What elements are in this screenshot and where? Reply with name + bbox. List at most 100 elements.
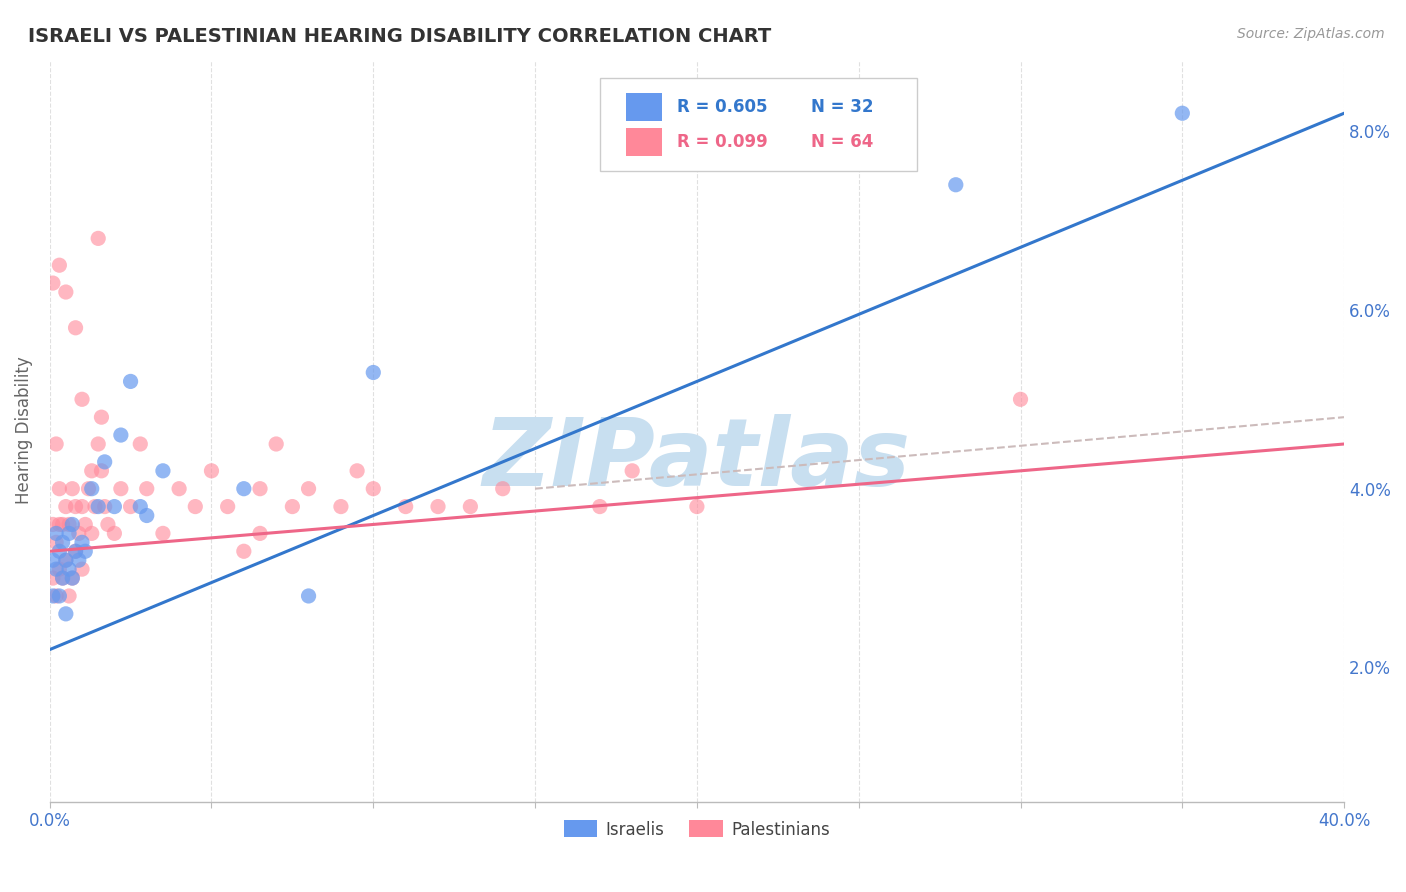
Point xyxy=(945,178,967,192)
Point xyxy=(97,517,120,532)
Point xyxy=(264,437,287,451)
Point xyxy=(87,437,110,451)
Point xyxy=(120,375,142,389)
FancyBboxPatch shape xyxy=(626,128,662,156)
Point xyxy=(492,482,515,496)
Point xyxy=(75,517,97,532)
Point xyxy=(75,544,97,558)
Point xyxy=(135,508,157,523)
Point xyxy=(93,500,115,514)
Point xyxy=(60,517,83,532)
Point xyxy=(80,482,103,496)
Point xyxy=(70,535,93,549)
Text: Source: ZipAtlas.com: Source: ZipAtlas.com xyxy=(1237,27,1385,41)
Point xyxy=(60,571,83,585)
Point xyxy=(395,500,418,514)
Point xyxy=(686,500,709,514)
FancyBboxPatch shape xyxy=(600,78,917,171)
FancyBboxPatch shape xyxy=(626,93,662,121)
Point xyxy=(232,544,254,558)
Point xyxy=(45,562,67,576)
Point xyxy=(460,500,482,514)
Point xyxy=(48,482,70,496)
Point xyxy=(45,589,67,603)
Point xyxy=(60,482,83,496)
Point xyxy=(87,231,110,245)
Point xyxy=(135,482,157,496)
Point xyxy=(249,482,271,496)
Point xyxy=(249,526,271,541)
Point xyxy=(152,464,174,478)
Point xyxy=(84,500,107,514)
Point xyxy=(58,589,80,603)
Point xyxy=(52,571,75,585)
Point xyxy=(90,464,112,478)
Point xyxy=(70,500,93,514)
Point xyxy=(589,500,612,514)
Text: R = 0.099: R = 0.099 xyxy=(678,133,768,151)
Point xyxy=(42,589,65,603)
Point xyxy=(427,500,450,514)
Text: ZIPatlas: ZIPatlas xyxy=(482,414,911,507)
Point xyxy=(48,562,70,576)
Point xyxy=(65,544,87,558)
Point xyxy=(110,482,132,496)
Point xyxy=(65,320,87,334)
Point xyxy=(1171,106,1194,120)
Point xyxy=(77,482,100,496)
Point xyxy=(90,410,112,425)
Point xyxy=(232,482,254,496)
Point xyxy=(42,553,65,567)
Point xyxy=(361,482,384,496)
Point xyxy=(60,571,83,585)
Point xyxy=(55,500,77,514)
Point xyxy=(65,500,87,514)
Point xyxy=(65,544,87,558)
Point xyxy=(281,500,304,514)
Point xyxy=(329,500,352,514)
Point xyxy=(58,526,80,541)
Point xyxy=(621,464,644,478)
Point xyxy=(55,553,77,567)
Point xyxy=(67,553,90,567)
Y-axis label: Hearing Disability: Hearing Disability xyxy=(15,357,32,505)
Point xyxy=(346,464,368,478)
Point xyxy=(48,258,70,272)
Point xyxy=(42,571,65,585)
Point xyxy=(52,571,75,585)
Point xyxy=(361,366,384,380)
Point xyxy=(42,276,65,290)
Point xyxy=(58,562,80,576)
Point xyxy=(55,285,77,299)
Point xyxy=(297,482,319,496)
Point xyxy=(55,607,77,621)
Point xyxy=(217,500,239,514)
Text: N = 64: N = 64 xyxy=(811,133,873,151)
Point xyxy=(110,428,132,442)
Point xyxy=(70,392,93,407)
Point xyxy=(184,500,207,514)
Point xyxy=(45,535,67,549)
Point xyxy=(70,562,93,576)
Point xyxy=(45,526,67,541)
Point xyxy=(120,500,142,514)
Point xyxy=(52,517,75,532)
Text: R = 0.605: R = 0.605 xyxy=(678,98,768,116)
Point xyxy=(80,464,103,478)
Point xyxy=(167,482,190,496)
Point xyxy=(48,517,70,532)
Text: ISRAELI VS PALESTINIAN HEARING DISABILITY CORRELATION CHART: ISRAELI VS PALESTINIAN HEARING DISABILIT… xyxy=(28,27,772,45)
Point xyxy=(297,589,319,603)
Point xyxy=(129,437,152,451)
Point xyxy=(58,517,80,532)
Point xyxy=(80,526,103,541)
Point xyxy=(152,526,174,541)
Legend: Israelis, Palestinians: Israelis, Palestinians xyxy=(557,814,837,846)
Point xyxy=(200,464,222,478)
Text: N = 32: N = 32 xyxy=(811,98,873,116)
Point xyxy=(1010,392,1032,407)
Point xyxy=(93,455,115,469)
Point xyxy=(52,535,75,549)
Point xyxy=(45,437,67,451)
Point xyxy=(67,526,90,541)
